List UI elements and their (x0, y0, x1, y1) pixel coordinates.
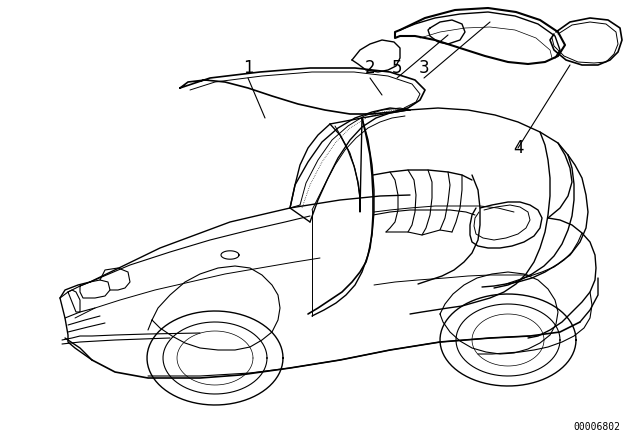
Text: 3: 3 (419, 59, 429, 77)
Text: 4: 4 (513, 139, 524, 157)
Text: 00006802: 00006802 (573, 422, 620, 432)
Text: 1: 1 (243, 59, 253, 77)
Text: 5: 5 (392, 59, 403, 77)
Text: 2: 2 (365, 59, 375, 77)
